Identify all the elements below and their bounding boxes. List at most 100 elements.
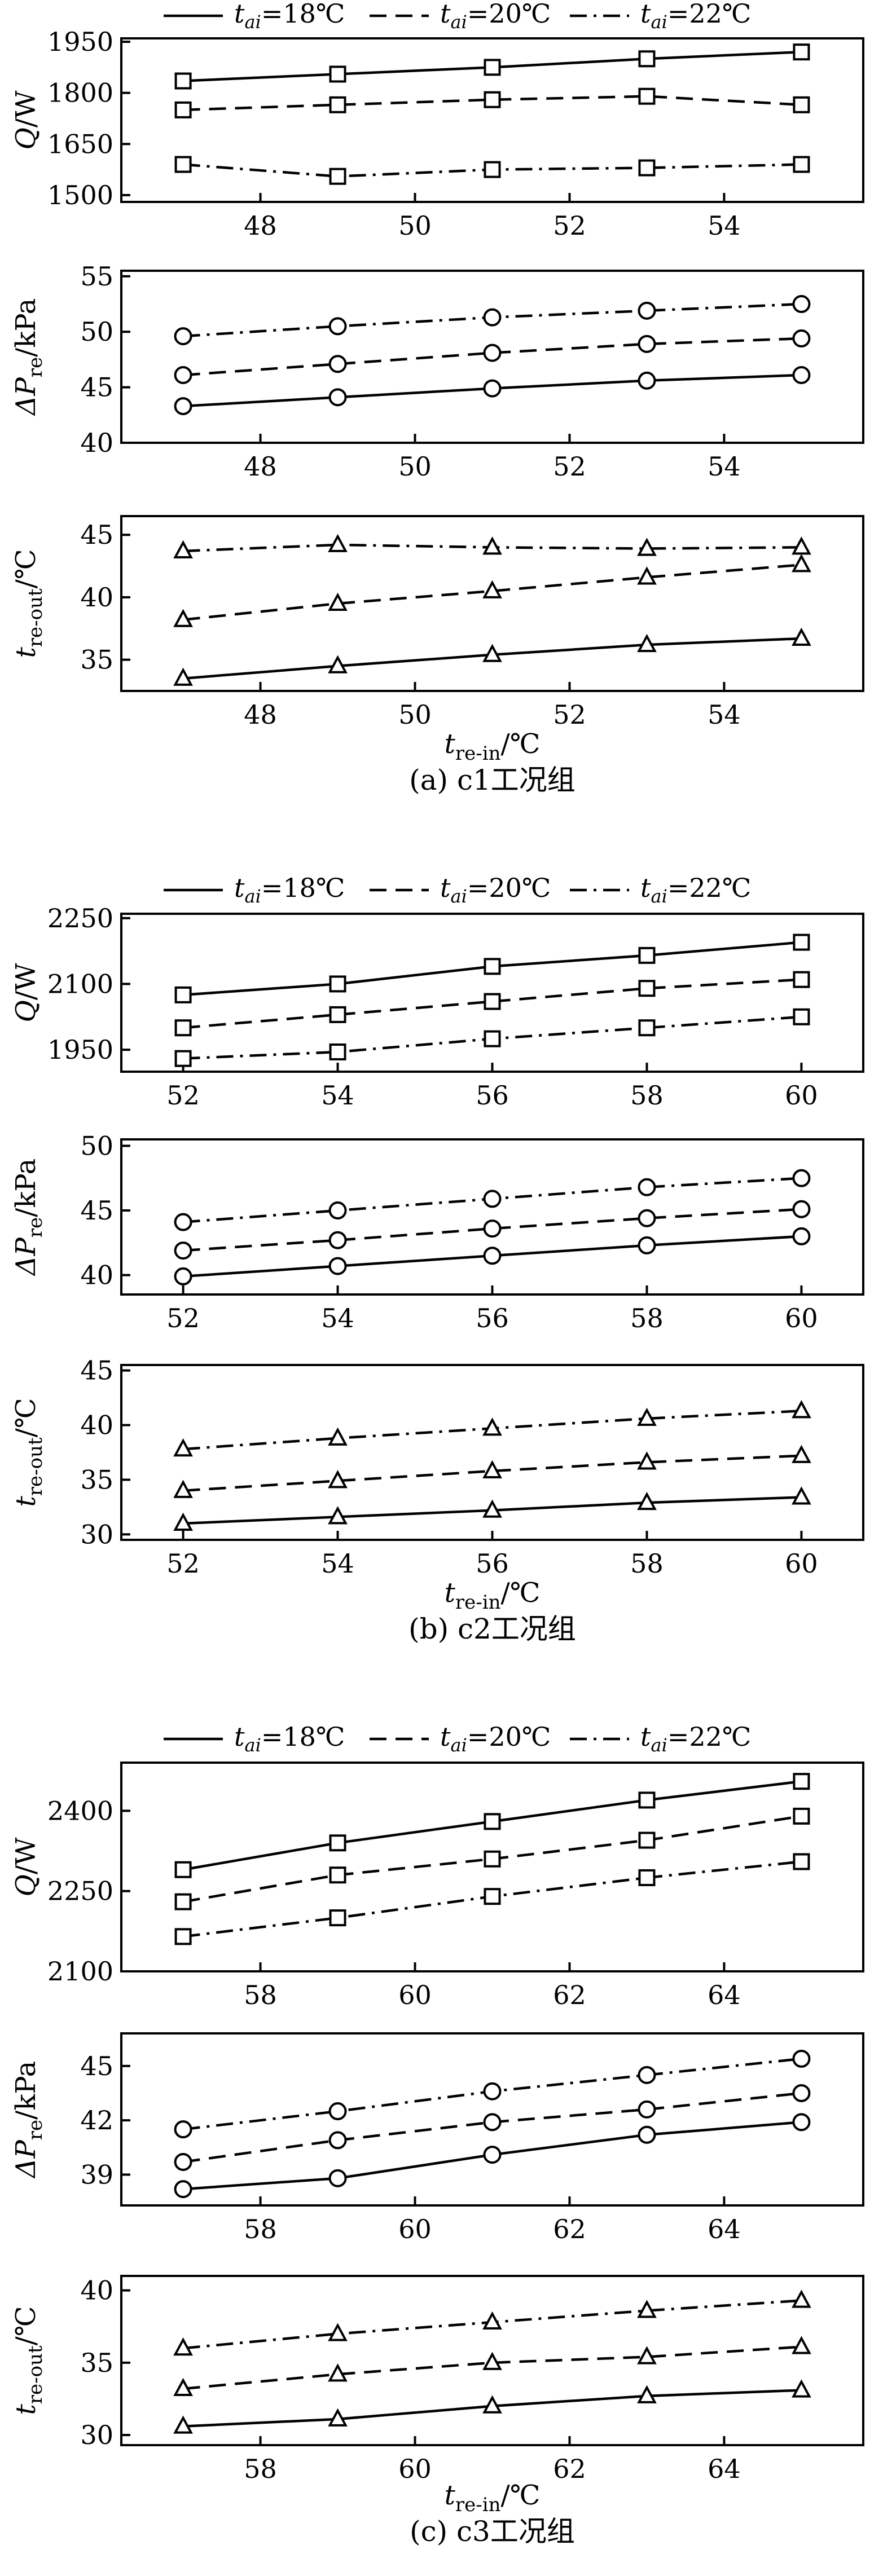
data-point-3-5 [792,2289,811,2308]
y-axis-label: tre-out/℃ [10,2306,47,2415]
data-point-3-4 [637,2300,657,2318]
data-point-3-1 [174,1050,192,1067]
data-point-1-4 [638,50,656,68]
x-tick-label: 58 [630,1080,664,1111]
series-3 [174,1169,811,1231]
y-tick-label: 55 [80,261,113,292]
data-point-3-4 [638,1019,656,1037]
data-point-1-3 [484,958,501,975]
y-tick-label: 1950 [47,27,113,57]
figure-caption: (a) c1工况组 [409,764,576,796]
chart-1-3: 35 40 45 48 50 52 54 tre-out/℃ [10,515,864,730]
data-point-2-2 [328,2131,347,2150]
data-point-3-3 [483,2082,502,2101]
legend-label-3: tai=22℃ [640,873,751,907]
data-point-3-2 [329,1909,346,1927]
y-tick-label: 39 [80,2159,113,2190]
data-point-1-3 [484,59,501,76]
data-point-2-4 [637,2346,657,2364]
data-point-1-5 [793,1773,810,1790]
y-axis-label: Q/W [10,1837,42,1897]
data-point-1-4 [638,1791,656,1809]
series-2 [173,554,811,627]
y-axis-label: ΔPre/kPa [10,298,47,416]
chart-2-2: 40 45 50 52 54 56 58 60 ΔPre/kPa [10,1130,864,1333]
data-point-1-1 [174,1267,192,1285]
data-point-3-1 [174,1928,192,1945]
data-point-2-3 [482,2352,502,2370]
x-tick-label: 60 [398,2454,432,2484]
series-1 [173,1486,811,1531]
data-point-3-4 [637,1407,657,1426]
series-2 [174,1200,811,1260]
data-point-2-2 [328,1470,348,1489]
data-point-1-2 [328,2169,347,2187]
legend-label-2: tai=20℃ [440,0,551,33]
data-point-2-4 [638,1209,656,1227]
x-tick-label: 58 [244,1980,277,2010]
series-2 [174,1807,810,1910]
data-point-1-5 [792,1486,811,1505]
data-point-2-2 [328,592,348,611]
data-point-2-1 [174,366,192,384]
chart-3-2: 39 42 45 58 60 62 64 ΔPre/kPa [10,2032,864,2244]
data-point-2-2 [329,1866,346,1884]
x-tick-label: 52 [166,1548,200,1579]
data-point-1-4 [638,371,656,390]
data-point-1-5 [792,2113,811,2132]
y-tick-label: 45 [80,1355,113,1386]
chart-1-2: 40 45 50 55 48 50 52 54 ΔPre/kPa [10,261,864,482]
data-point-3-5 [792,1169,811,1187]
data-point-2-1 [173,2377,193,2396]
data-point-2-2 [328,355,347,373]
data-point-3-3 [482,2311,502,2330]
data-point-3-4 [638,1178,656,1196]
y-tick-label: 30 [80,1519,113,1549]
data-point-3-3 [484,1030,501,1047]
legend-label-1: tai=18℃ [234,0,345,33]
data-point-2-3 [484,1850,501,1868]
x-tick-label: 50 [398,210,432,241]
data-point-3-1 [173,1438,193,1457]
data-point-2-4 [638,1831,656,1849]
data-point-1-1 [173,2415,193,2434]
legend-label-3: tai=22℃ [640,0,751,33]
data-point-3-5 [792,1400,811,1419]
series-1 [174,1227,811,1285]
x-tick-label: 56 [476,1080,509,1111]
data-point-2-3 [484,91,501,108]
series-3 [173,1400,811,1457]
series-1 [174,1773,810,1878]
data-point-2-3 [483,2113,502,2132]
data-point-2-3 [482,580,502,598]
y-axis-label: Q/W [10,963,42,1023]
data-point-1-3 [482,644,502,662]
data-point-3-4 [637,538,657,556]
data-point-3-3 [484,161,501,178]
data-point-2-5 [792,2084,811,2102]
plot-frame [120,2275,864,2446]
x-tick-label: 58 [244,2454,277,2484]
y-tick-label: 42 [80,2105,113,2135]
data-point-3-3 [482,536,502,555]
data-point-3-5 [792,536,811,555]
data-point-2-1 [174,1893,192,1910]
data-point-3-3 [484,1888,501,1905]
data-point-2-1 [173,609,193,627]
data-point-1-3 [483,2146,502,2164]
chart-3-1: 2100 2250 2400 58 60 62 64 Q/W [10,1762,864,2010]
y-tick-label: 35 [80,2348,113,2378]
data-point-1-5 [792,2379,811,2398]
data-point-3-2 [328,317,347,336]
plot-frame [120,515,864,692]
data-point-2-2 [328,2363,348,2382]
x-tick-label: 52 [166,1303,200,1333]
y-tick-label: 2250 [47,1876,113,1906]
x-tick-label: 50 [398,451,432,482]
y-axis-label: Q/W [10,90,42,150]
legend: tai=18℃ tai=20℃ tai=22℃ [164,0,751,33]
y-tick-label: 2100 [47,968,113,999]
data-point-1-1 [174,72,192,90]
data-point-3-5 [793,1008,810,1025]
